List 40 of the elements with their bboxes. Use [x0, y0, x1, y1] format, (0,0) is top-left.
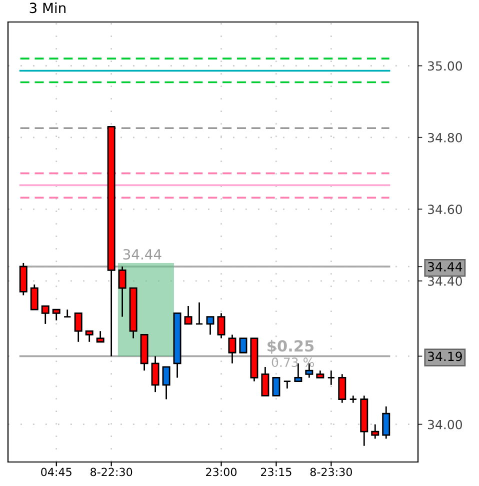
y-tick-label: 34.44 — [428, 262, 462, 272]
candlestick — [261, 366, 270, 396]
candlestick — [382, 406, 390, 440]
candlestick — [74, 312, 82, 343]
candlestick — [338, 373, 346, 404]
x-tick-label: 8-23:30 — [310, 468, 352, 476]
x-tick-label: 04:45 — [41, 468, 72, 476]
candlestick — [162, 366, 170, 400]
candlestick — [63, 308, 72, 318]
candlestick — [272, 377, 280, 396]
candlestick — [41, 305, 50, 325]
candlestick — [184, 305, 192, 325]
x-tick-label: 23:00 — [206, 468, 237, 476]
candlestick — [85, 330, 94, 343]
candlestick — [30, 284, 38, 310]
y-tick-label: 34.80 — [428, 132, 462, 142]
candlestick — [283, 380, 292, 390]
annotation: 0.73 % — [272, 358, 314, 368]
candlestick — [52, 308, 60, 322]
y-tick-label: 35.00 — [428, 61, 462, 71]
y-tick-label: 34.19 — [428, 352, 462, 362]
annotation: $0.25 — [268, 340, 314, 354]
annotation: 34.44 — [123, 249, 162, 260]
candlestick — [195, 302, 204, 325]
candlestick — [349, 394, 358, 404]
candlestick — [371, 424, 380, 440]
y-tick-label: 34.60 — [428, 204, 462, 214]
chart-title: 3 Min — [30, 2, 66, 14]
candlestick — [327, 370, 336, 386]
x-tick-label: 23:15 — [261, 468, 292, 476]
y-tick-label: 34.40 — [428, 276, 462, 286]
candlestick — [228, 334, 236, 364]
candlestick — [118, 266, 126, 318]
y-tick-label: 34.00 — [428, 420, 462, 430]
candlestick — [151, 356, 160, 393]
candlestick — [217, 312, 226, 339]
candlestick — [239, 338, 248, 354]
candlestick — [96, 330, 104, 343]
x-tick-label: 8-22:30 — [90, 468, 132, 476]
candlestick — [206, 316, 214, 336]
